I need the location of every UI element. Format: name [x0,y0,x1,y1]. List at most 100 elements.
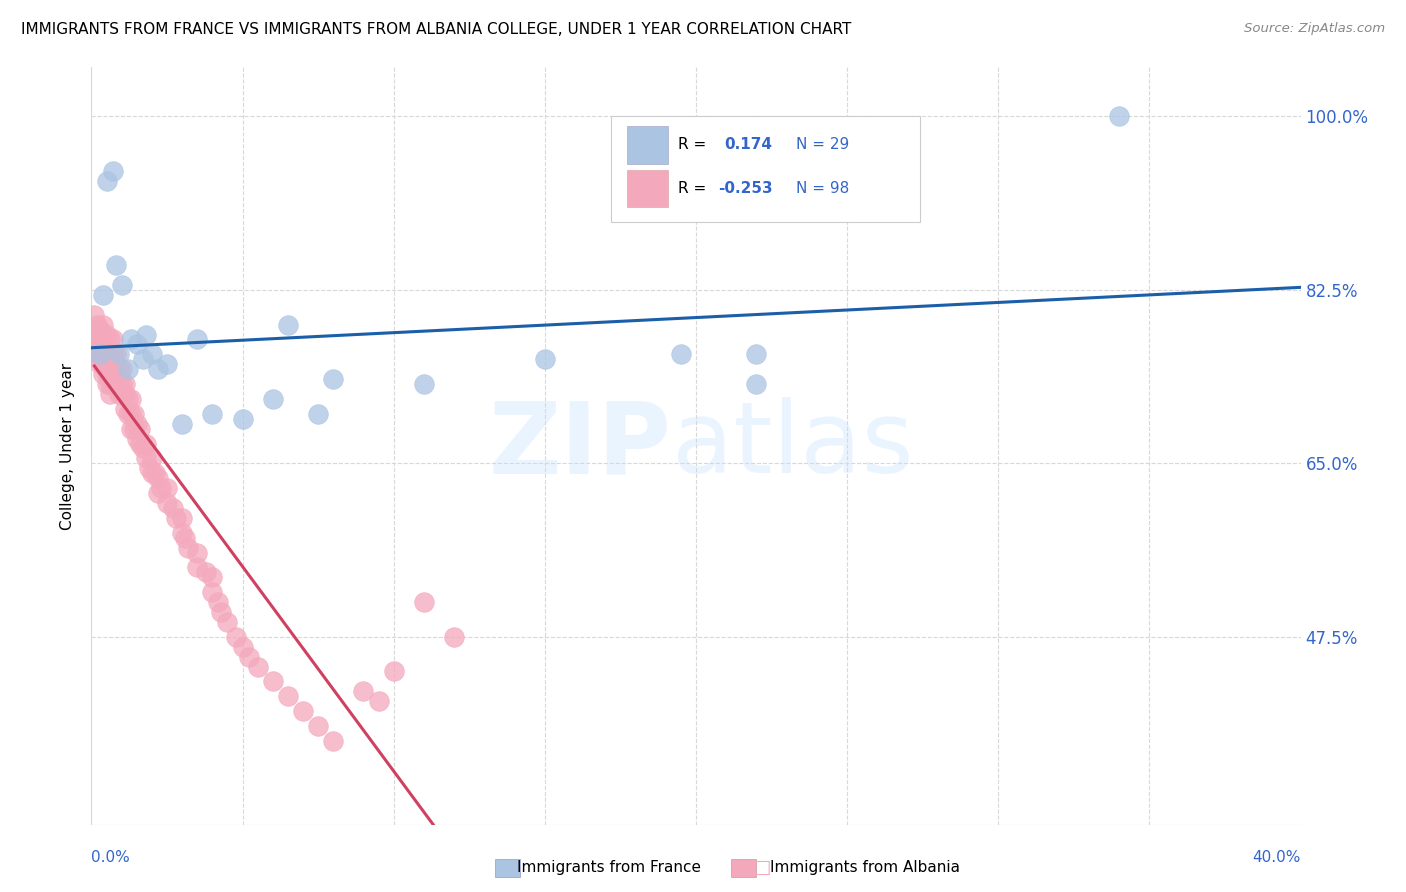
Point [104,347,127,361]
Point [669,347,692,361]
Point [89,347,111,361]
Point [86,347,108,361]
Point [98,362,121,376]
Point [120,422,142,436]
Point [165,511,187,525]
Point [156,481,179,495]
Point [413,595,436,609]
Point [122,407,145,421]
Point [93,318,115,332]
Point [101,367,124,381]
Point [322,372,344,386]
Text: -0.253: -0.253 [717,181,772,195]
Point [104,367,127,381]
Point [156,496,179,510]
Point [1108,110,1130,124]
Point [89,322,111,336]
Point [117,392,139,406]
Point [111,362,132,376]
Point [117,362,139,376]
Text: atlas: atlas [672,398,914,494]
Point [186,560,208,574]
Point [89,347,111,361]
Point [111,377,132,392]
Point [201,570,224,584]
Point [186,333,208,347]
Point [120,333,142,347]
Point [135,451,157,466]
FancyBboxPatch shape [627,169,668,207]
Point [125,432,148,446]
Text: Immigrants from France: Immigrants from France [517,860,702,874]
Point [238,649,260,664]
Point [98,347,121,361]
Point [745,347,768,361]
Point [83,308,105,322]
Point [93,333,115,347]
Point [174,531,197,545]
Bar [495,859,520,877]
Point [162,500,184,515]
Text: 40.0%: 40.0% [1253,850,1301,865]
Point [533,352,555,367]
Point [177,541,200,555]
Point [86,333,108,347]
Point [93,367,115,381]
Point [262,674,284,689]
Point [89,357,111,371]
Point [225,630,247,644]
Point [93,288,115,302]
Point [101,347,124,361]
Point [128,436,150,450]
Point [135,327,157,342]
Point [107,387,129,401]
Point [201,407,224,421]
Point [89,333,111,347]
Point [107,347,129,361]
Point [125,337,148,351]
Text: 0.0%: 0.0% [91,850,131,865]
Y-axis label: College, Under 1 year: College, Under 1 year [60,362,76,530]
Point [207,595,229,609]
Point [367,694,389,708]
Point [104,377,127,392]
Point [117,407,139,421]
Point [443,630,465,644]
Point [277,318,299,332]
Point [149,481,172,495]
FancyBboxPatch shape [612,116,920,222]
Point [322,734,344,748]
Point [98,333,121,347]
Point [96,347,118,361]
Point [86,337,108,351]
Point [172,511,194,525]
Point [146,471,169,485]
Text: Immigrants from Albania: Immigrants from Albania [770,860,960,874]
Point [89,352,111,367]
Point [132,352,155,367]
Text: N = 98: N = 98 [796,181,849,195]
Text: □: □ [752,857,770,877]
Point [217,615,239,629]
Text: N = 29: N = 29 [796,137,849,153]
Text: R =: R = [678,181,711,195]
FancyBboxPatch shape [627,127,668,163]
Point [141,347,163,361]
Point [114,387,136,401]
Point [125,417,148,431]
Point [143,467,166,481]
Text: IMMIGRANTS FROM FRANCE VS IMMIGRANTS FROM ALBANIA COLLEGE, UNDER 1 YEAR CORRELAT: IMMIGRANTS FROM FRANCE VS IMMIGRANTS FRO… [21,22,852,37]
Text: □: □ [499,857,517,877]
Text: Source: ZipAtlas.com: Source: ZipAtlas.com [1244,22,1385,36]
Text: 0.174: 0.174 [724,137,772,153]
Point [83,347,105,361]
Point [413,377,436,392]
Point [96,377,118,392]
Point [138,461,160,475]
Point [132,442,155,456]
Point [107,372,129,386]
Point [262,392,284,406]
Point [246,659,269,673]
Point [111,387,132,401]
Point [114,401,136,416]
